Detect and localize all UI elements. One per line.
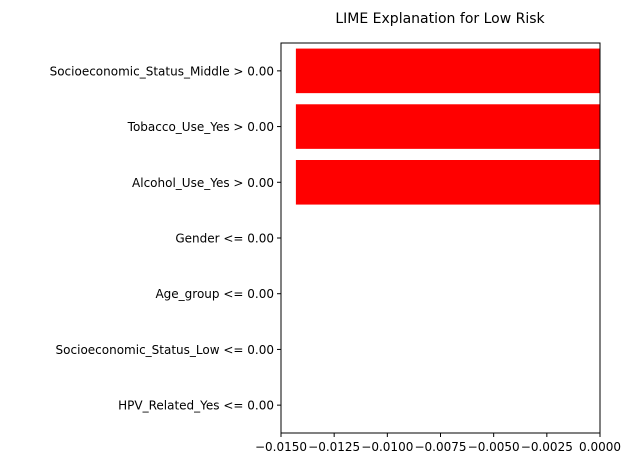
x-axis-ticks: −0.0150 −0.0125 −0.0100 −0.0075 −0.0050 −0.00… [255,433,621,454]
bar-2 [295,160,600,205]
x-tick-label: 0.0000 [579,440,621,454]
chart-title: LIME Explanation for Low Risk [335,11,545,27]
y-tick-label: Tobacco_Use_Yes > 0.00 [127,120,274,134]
x-tick-label: −0.0075 [414,440,466,454]
y-tick-label: Gender <= 0.00 [175,232,274,246]
plot-frame [280,42,601,434]
y-tick-label: Socioeconomic_Status_Low <= 0.00 [56,343,274,357]
bar-0 [295,48,600,94]
y-axis-ticks: Socioeconomic_Status_Middle > 0.00 Tobacc… [50,64,281,413]
bar-1 [295,104,600,149]
x-tick-label: −0.0025 [521,440,573,454]
y-tick-label: Socioeconomic_Status_Middle > 0.00 [50,64,274,78]
y-tick-label: Age_group <= 0.00 [155,287,274,301]
bars-layer [295,48,600,205]
x-tick-label: −0.0125 [308,440,360,454]
x-tick-label: −0.0150 [255,440,307,454]
x-tick-label: −0.0050 [468,440,520,454]
y-tick-label: Alcohol_Use_Yes > 0.00 [132,176,274,190]
x-tick-label: −0.0100 [361,440,413,454]
y-tick-label: HPV_Related_Yes <= 0.00 [118,399,274,413]
